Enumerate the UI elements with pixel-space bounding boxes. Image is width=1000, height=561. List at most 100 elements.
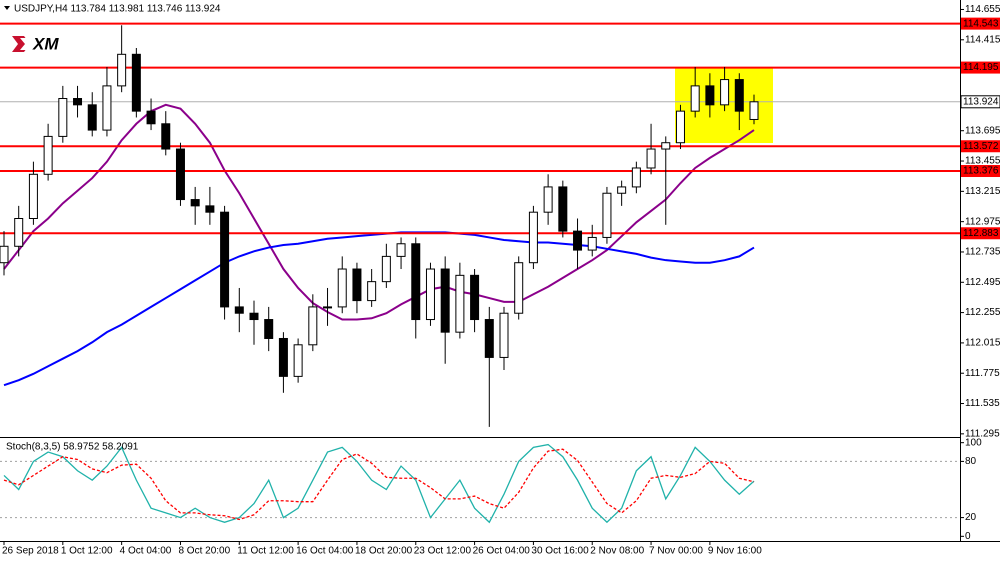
candle-body: [396, 243, 406, 257]
candle-body: [43, 135, 53, 175]
y-tick-label: 80: [965, 456, 977, 467]
candle-body: [249, 312, 259, 321]
y-tick-label: 112.015: [965, 338, 1000, 349]
x-tick-label: 4 Oct 04:00: [120, 546, 172, 557]
x-tick-label: 26 Sep 2018: [2, 546, 59, 557]
candle-body: [352, 268, 362, 302]
y-tick-label: 20: [965, 512, 977, 523]
candle-body: [602, 192, 612, 238]
candle-body: [190, 199, 200, 207]
candle-body: [381, 255, 391, 283]
y-tick-label: 114.415: [965, 34, 1000, 45]
candle-body: [278, 337, 288, 377]
marks: [0, 22, 960, 524]
current-price-label: 113.924: [963, 96, 999, 107]
candle-body: [131, 53, 141, 112]
candle-body: [528, 211, 538, 264]
indicator-line: [3, 443, 755, 524]
moving-average: [3, 231, 755, 387]
candle-body: [102, 85, 112, 131]
x-tick-label: 11 Oct 12:00: [237, 546, 294, 557]
level-label-box: [961, 17, 1000, 30]
candle-body: [499, 312, 509, 358]
level-label-box: [961, 165, 1000, 178]
y-tick-label: 113.695: [965, 125, 1000, 136]
candle-body: [440, 268, 450, 333]
y-tick-label: 112.255: [965, 307, 1000, 318]
x-tick-label: 8 Oct 20:00: [178, 546, 230, 557]
candle-body: [646, 148, 656, 169]
candle-body: [705, 85, 715, 106]
moving-average: [3, 103, 755, 321]
x-tick-label: 7 Nov 00:00: [649, 546, 703, 557]
y-tick-label: 113.215: [965, 186, 1000, 197]
y-tick-label: 111.775: [965, 368, 1000, 379]
candle-body: [146, 110, 156, 125]
y-tick-label: 112.975: [965, 216, 1000, 227]
current-price-label-box: [960, 95, 1000, 109]
x-tick-label: 16 Oct 04:00: [296, 546, 354, 557]
candle-body: [661, 142, 671, 150]
candle-body: [484, 319, 494, 358]
level-label-box: [961, 140, 1000, 153]
candle-body: [690, 85, 700, 112]
candle-body: [631, 167, 641, 188]
x-tick-label: 30 Oct 16:00: [531, 546, 589, 557]
level-label-box: [961, 227, 1000, 240]
logo-icon: [20, 38, 31, 50]
y-tick-label: 112.735: [965, 247, 1000, 258]
level-label-box: [961, 61, 1000, 74]
candle-body: [720, 79, 730, 106]
level-label: 113.572: [963, 141, 999, 152]
candle-body: [28, 173, 38, 220]
candle-body: [117, 53, 127, 87]
candle-body: [543, 186, 553, 213]
x-tick-label: 1 Oct 12:00: [61, 546, 113, 557]
y-tick-label: 112.495: [965, 277, 1000, 288]
candle-body: [470, 274, 480, 321]
candle-body: [323, 306, 333, 309]
y-tick-label: 0: [965, 531, 971, 542]
level-label: 114.543: [963, 18, 999, 29]
candle-body: [558, 186, 568, 232]
logo-text: XM: [32, 34, 59, 53]
candle-body: [58, 98, 68, 137]
candle-body: [264, 319, 274, 339]
symbol-menu-icon[interactable]: [4, 6, 10, 10]
candle-body: [425, 268, 435, 321]
candle-body: [455, 274, 465, 333]
y-tick-label: 111.295: [965, 428, 1000, 439]
x-tick-label: 26 Oct 04:00: [473, 546, 531, 557]
price-axis: 114.655 114.415 113.695 113.455 113.215 112.9…: [960, 4, 1000, 542]
candle-body: [220, 211, 230, 308]
candle-body: [205, 205, 215, 213]
x-tick-label: 18 Oct 20:00: [355, 546, 413, 557]
candle-body: [337, 268, 347, 308]
candle-body: [573, 230, 583, 251]
level-label: 113.376: [963, 166, 999, 177]
candle-body: [617, 186, 627, 194]
candle-body: [175, 148, 185, 201]
indicator-line: [3, 448, 755, 521]
candle-body: [14, 218, 24, 247]
candle-body: [587, 236, 597, 251]
x-tick-label: 9 Nov 16:00: [708, 546, 762, 557]
candle-body: [0, 245, 9, 264]
candle-body: [734, 79, 744, 112]
candle-body: [293, 344, 303, 377]
candle-body: [161, 123, 171, 150]
candle-body: [73, 98, 83, 106]
candle-body: [411, 243, 421, 321]
chart-title: USDJPY,H4 113.784 113.981 113.746 113.92…: [14, 4, 221, 15]
level-label: 114.195: [963, 62, 999, 73]
x-tick-label: 23 Oct 12:00: [414, 546, 472, 557]
level-label: 112.883: [963, 228, 999, 239]
indicator-title: Stoch(8,3,5) 58.9752 58.2091: [6, 442, 139, 453]
candle-body: [514, 262, 524, 314]
candle-body: [87, 104, 97, 131]
candle-body: [234, 306, 244, 314]
y-tick-label: 114.655: [965, 4, 1000, 15]
